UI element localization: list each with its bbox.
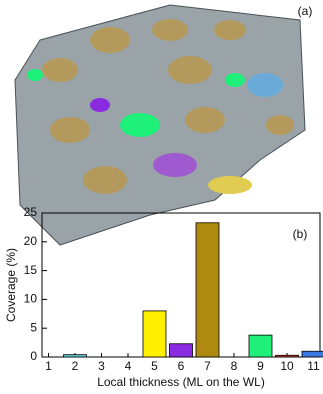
bar xyxy=(63,354,87,358)
island xyxy=(42,58,78,82)
bar xyxy=(142,310,167,358)
bar xyxy=(275,354,299,358)
x-tick-label: 1 xyxy=(45,359,52,373)
panel-label: (b) xyxy=(293,227,308,241)
x-axis-label: Local thickness (ML on the WL) xyxy=(97,375,265,389)
x-tick-label: 5 xyxy=(151,359,158,373)
x-tick-label: 9 xyxy=(257,359,264,373)
island xyxy=(266,115,294,135)
island xyxy=(168,56,212,84)
bar xyxy=(248,334,273,358)
island xyxy=(153,153,197,177)
x-tick-label: 4 xyxy=(125,359,132,373)
x-tick-label: 2 xyxy=(72,359,79,373)
x-tick-label: 10 xyxy=(280,359,294,373)
bar xyxy=(301,350,323,358)
x-tick-label: 7 xyxy=(204,359,211,373)
panel-label: (a) xyxy=(298,4,313,18)
island xyxy=(120,113,160,137)
island xyxy=(83,166,127,194)
bar xyxy=(169,343,193,358)
island xyxy=(90,27,130,53)
island xyxy=(50,117,90,143)
island xyxy=(208,176,252,194)
y-tick-label: 0 xyxy=(30,349,37,363)
y-tick-label: 15 xyxy=(24,263,38,277)
x-tick-label: 3 xyxy=(98,359,105,373)
y-axis-label: Coverage (%) xyxy=(4,248,18,322)
island xyxy=(247,73,283,97)
island xyxy=(152,19,188,41)
bar xyxy=(195,222,220,358)
y-tick-label: 20 xyxy=(24,234,38,248)
x-tick-label: 11 xyxy=(307,359,320,373)
island xyxy=(27,69,43,81)
y-tick-label: 10 xyxy=(24,292,38,306)
surface-rendering xyxy=(14,4,306,246)
island xyxy=(225,73,245,87)
island xyxy=(185,107,225,133)
island xyxy=(90,98,110,112)
y-tick-label: 25 xyxy=(24,205,38,219)
y-tick-label: 5 xyxy=(30,320,37,334)
x-tick-label: 6 xyxy=(178,359,185,373)
x-tick-label: 8 xyxy=(231,359,238,373)
island xyxy=(214,20,246,40)
